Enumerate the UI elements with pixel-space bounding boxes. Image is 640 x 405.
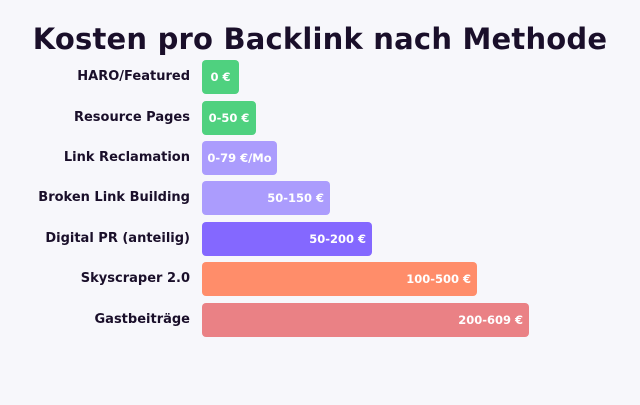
bar-row: Digital PR (anteilig) 50-200 € [0,222,640,256]
bar-row: Resource Pages 0-50 € [0,101,640,135]
bar: 50-200 € [202,222,372,256]
bar: 0-79 €/Mo [202,141,277,175]
category-label: Digital PR (anteilig) [45,231,190,246]
chart-title: Kosten pro Backlink nach Methode [32,22,608,56]
bar: 200-609 € [202,303,529,337]
bar: 50-150 € [202,181,330,215]
value-label: 0-79 €/Mo [207,151,272,165]
bar-row: Broken Link Building 50-150 € [0,181,640,215]
value-label: 0 € [210,70,231,84]
category-label: Gastbeiträge [94,312,191,327]
bar-row: HARO/Featured 0 € [0,60,640,94]
bar: 0 € [202,60,239,94]
value-label: 50-200 € [309,232,366,246]
category-label: Resource Pages [73,110,190,125]
value-label: 50-150 € [267,191,324,205]
category-label: Link Reclamation [63,150,190,165]
category-label: Skyscraper 2.0 [80,271,190,286]
value-label: 200-609 € [458,313,523,327]
bar-row: Skyscraper 2.0 100-500 € [0,262,640,296]
value-label: 100-500 € [406,272,471,286]
bar: 0-50 € [202,101,256,135]
category-label: Broken Link Building [38,190,190,205]
bar-row: Gastbeiträge 200-609 € [0,303,640,337]
bar-row: Link Reclamation 0-79 €/Mo [0,141,640,175]
bar: 100-500 € [202,262,477,296]
value-label: 0-50 € [208,111,250,125]
category-label: HARO/Featured [77,69,190,84]
